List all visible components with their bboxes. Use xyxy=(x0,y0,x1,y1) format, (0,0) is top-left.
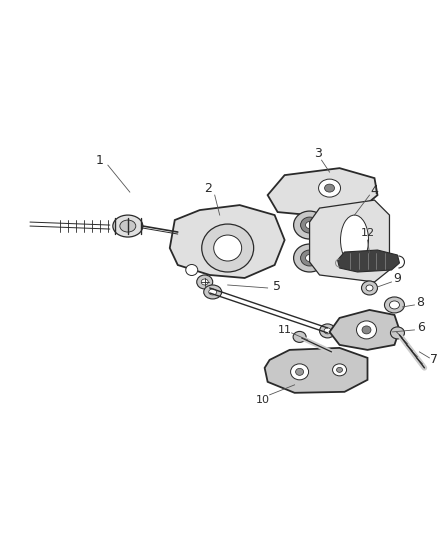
Ellipse shape xyxy=(293,332,306,342)
Ellipse shape xyxy=(202,224,254,272)
Text: 8: 8 xyxy=(417,296,424,310)
Ellipse shape xyxy=(293,244,325,272)
Ellipse shape xyxy=(296,368,304,375)
Ellipse shape xyxy=(293,211,325,239)
Ellipse shape xyxy=(390,327,404,339)
Ellipse shape xyxy=(324,328,331,334)
Ellipse shape xyxy=(332,364,346,376)
Ellipse shape xyxy=(290,364,309,380)
Text: 5: 5 xyxy=(272,280,281,294)
Ellipse shape xyxy=(318,179,340,197)
Ellipse shape xyxy=(320,324,336,338)
Polygon shape xyxy=(329,310,399,350)
Text: 6: 6 xyxy=(417,321,425,334)
Text: 10: 10 xyxy=(256,395,270,405)
Ellipse shape xyxy=(340,215,368,265)
Ellipse shape xyxy=(325,184,335,192)
Ellipse shape xyxy=(366,285,373,291)
Ellipse shape xyxy=(389,301,399,309)
Ellipse shape xyxy=(204,285,222,299)
Ellipse shape xyxy=(300,217,318,233)
Text: 9: 9 xyxy=(393,272,401,286)
Polygon shape xyxy=(268,168,378,215)
Text: 3: 3 xyxy=(314,147,321,160)
Ellipse shape xyxy=(306,222,314,229)
Ellipse shape xyxy=(113,215,143,237)
Ellipse shape xyxy=(197,275,213,289)
Text: 2: 2 xyxy=(204,182,212,195)
Ellipse shape xyxy=(201,279,208,285)
Ellipse shape xyxy=(120,220,136,232)
Ellipse shape xyxy=(209,289,217,295)
Ellipse shape xyxy=(362,326,371,334)
Polygon shape xyxy=(265,348,367,393)
Text: 7: 7 xyxy=(431,353,438,366)
Ellipse shape xyxy=(336,367,343,373)
Polygon shape xyxy=(170,205,285,278)
Ellipse shape xyxy=(361,281,378,295)
Text: 1: 1 xyxy=(96,154,104,167)
Polygon shape xyxy=(338,250,399,272)
Text: 4: 4 xyxy=(371,183,378,197)
Polygon shape xyxy=(310,200,389,282)
Ellipse shape xyxy=(306,255,314,262)
Ellipse shape xyxy=(300,250,318,266)
Text: 12: 12 xyxy=(360,228,374,238)
Text: 11: 11 xyxy=(278,325,292,335)
Ellipse shape xyxy=(186,264,198,276)
Ellipse shape xyxy=(214,235,242,261)
Ellipse shape xyxy=(385,297,404,313)
Ellipse shape xyxy=(357,321,377,339)
